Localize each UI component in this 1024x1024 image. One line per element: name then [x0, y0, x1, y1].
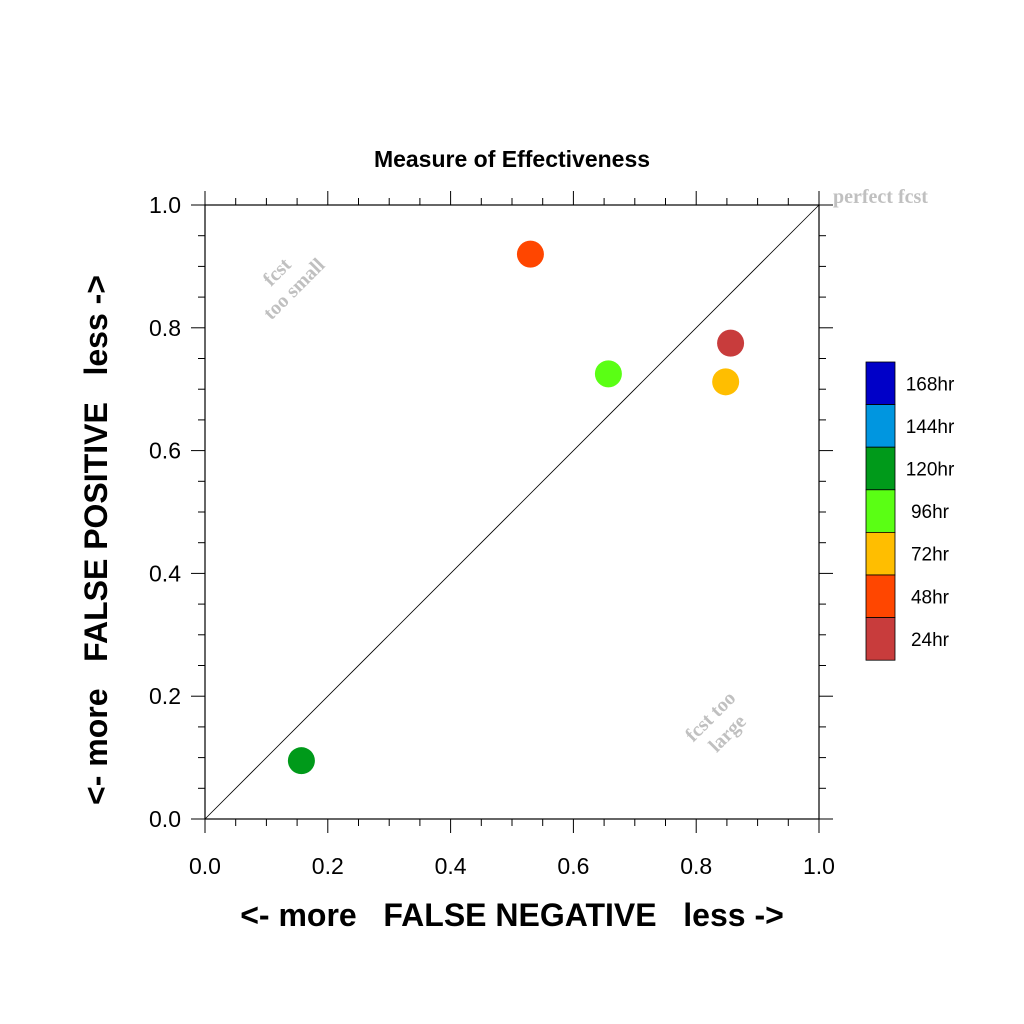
perfect-forecast-diagonal [204, 204, 820, 820]
x-tick-labels: 0.0 0.2 0.4 0.6 0.8 1.0 [189, 853, 835, 879]
data-point-120hr [287, 747, 315, 775]
legend-label-168hr: 168hr [906, 374, 955, 395]
legend-swatch-144hr [865, 404, 896, 448]
legend-swatch-24hr [865, 617, 896, 661]
legend-swatch-96hr [865, 489, 896, 533]
legend-label-48hr: 48hr [911, 587, 950, 608]
chart-title: Measure of Effectiveness [374, 146, 650, 172]
legend-label-144hr: 144hr [906, 417, 955, 438]
y-tick-label: 0.0 [149, 806, 181, 832]
x-tick-label: 0.8 [680, 853, 712, 879]
y-tick-label: 0.2 [149, 683, 181, 709]
x-tick-label: 1.0 [803, 853, 835, 879]
annotation-too-large: fcst too large [681, 687, 751, 757]
data-point-48hr [516, 240, 544, 268]
data-point-96hr [594, 360, 622, 388]
data-point-24hr [717, 329, 745, 357]
x-tick-label: 0.0 [189, 853, 221, 879]
legend-swatch-72hr [865, 532, 896, 576]
legend-label-24hr: 24hr [911, 630, 950, 651]
data-point-72hr [712, 368, 740, 396]
legend-swatch-48hr [865, 574, 896, 618]
y-tick-label: 0.8 [149, 315, 181, 341]
data-points [287, 240, 745, 775]
y-axis-label: <- more FALSE POSITIVE less -> [78, 275, 114, 805]
legend-label-120hr: 120hr [906, 460, 955, 481]
axis-ticks [191, 191, 833, 833]
annotation-too-small: fcst too small [259, 254, 330, 325]
y-tick-labels: 0.0 0.2 0.4 0.6 0.8 1.0 [149, 192, 181, 832]
legend: 168hr 144hr 120hr 96hr 72hr 48hr 24hr [865, 361, 955, 661]
legend-swatch-120hr [865, 446, 896, 491]
x-tick-label: 0.6 [557, 853, 589, 879]
y-tick-label: 0.6 [149, 438, 181, 464]
legend-swatch-168hr [865, 361, 896, 405]
legend-label-96hr: 96hr [911, 502, 950, 523]
annotation-perfect-fcst: perfect fcst [833, 186, 928, 208]
x-tick-label: 0.4 [435, 853, 467, 879]
x-tick-label: 0.2 [312, 853, 344, 879]
legend-label-72hr: 72hr [911, 545, 950, 566]
x-axis-label: <- more FALSE NEGATIVE less -> [240, 897, 784, 933]
y-tick-label: 0.4 [149, 560, 181, 586]
y-tick-label: 1.0 [149, 192, 181, 218]
